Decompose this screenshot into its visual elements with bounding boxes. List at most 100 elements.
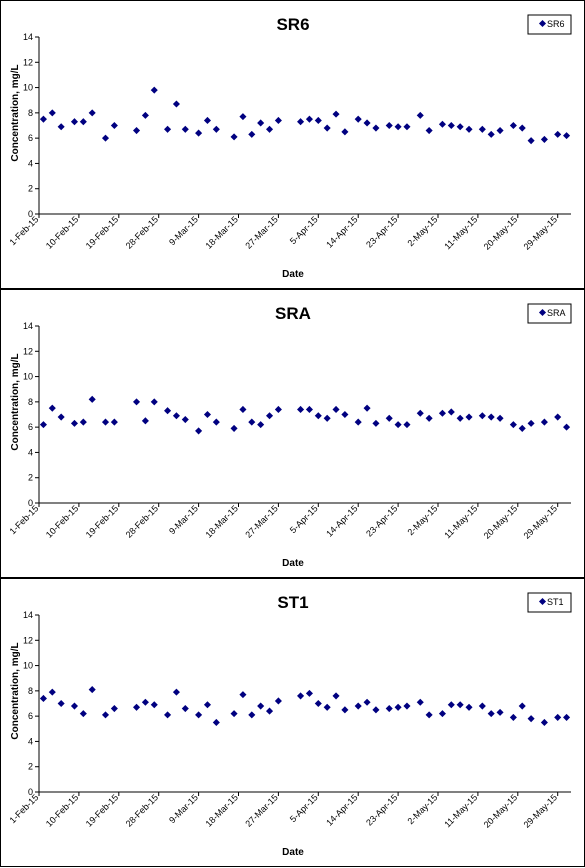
data-point (540, 135, 548, 143)
data-point (39, 421, 47, 429)
x-tick-label: 5-Apr-15 (288, 503, 320, 535)
data-point (385, 705, 393, 713)
data-point (248, 711, 256, 719)
x-tick-label: 2-May-15 (405, 214, 439, 248)
data-point (447, 701, 455, 709)
data-point (305, 689, 313, 697)
data-point (496, 414, 504, 422)
x-tick-label: 11-May-15 (442, 792, 479, 829)
data-point (554, 413, 562, 421)
chart-title: SR6 (276, 15, 309, 34)
chart-panel-sra: SRA Date Concentration, mg/L SRA 0 2 4 6 8 10… (0, 289, 585, 578)
plot-area: 0 2 4 6 8 10 12 14 1-Feb-15 10-Feb-15 19-Feb-15 28-… (8, 321, 571, 541)
data-point (248, 418, 256, 426)
x-tick-label: 11-May-15 (442, 503, 479, 540)
x-tick-label: 19-Feb-15 (84, 792, 120, 828)
data-point (274, 697, 282, 705)
y-tick-label: 4 (28, 158, 33, 168)
data-point (438, 409, 446, 417)
data-point (212, 418, 220, 426)
data-point (141, 111, 149, 119)
data-point (195, 711, 203, 719)
x-axis-label: Date (282, 269, 304, 280)
data-point (195, 427, 203, 435)
data-point (48, 109, 56, 117)
data-point (363, 119, 371, 127)
x-tick-label: 9-Mar-15 (167, 792, 200, 825)
y-tick-label: 0 (28, 787, 33, 797)
y-tick-label: 14 (23, 610, 33, 620)
data-point (181, 705, 189, 713)
data-point (70, 419, 79, 427)
data-point (363, 698, 371, 706)
x-tick-label: 18-Mar-15 (203, 214, 239, 250)
data-point (332, 110, 340, 118)
data-point (478, 412, 486, 420)
chart-title: SRA (275, 304, 311, 323)
data-point (101, 134, 110, 142)
x-tick-label: 27-Mar-15 (243, 792, 279, 828)
data-point (203, 410, 212, 419)
data-point (416, 698, 424, 706)
data-point (527, 419, 535, 427)
legend-box (527, 14, 572, 35)
data-point (332, 405, 340, 413)
x-axis-label: Date (282, 558, 304, 569)
y-tick-label: 2 (28, 184, 33, 194)
data-point (57, 413, 65, 421)
data-point (212, 125, 220, 133)
x-tick-label: 28-Feb-15 (124, 792, 160, 828)
data-point (403, 421, 411, 429)
data-point (48, 404, 56, 412)
data-point (394, 123, 402, 131)
data-point (518, 424, 526, 432)
x-tick-label: 1-Feb-15 (8, 792, 41, 825)
data-point (456, 701, 464, 709)
legend: ST1 (527, 592, 572, 613)
y-tick-label: 8 (28, 686, 33, 696)
data-point (372, 706, 380, 714)
data-point (323, 703, 331, 711)
data-point (465, 125, 473, 133)
x-tick-label: 14-Apr-15 (324, 792, 359, 827)
x-tick-label: 14-Apr-15 (324, 214, 359, 249)
data-point (554, 713, 562, 721)
data-point (239, 405, 247, 413)
data-point (57, 699, 65, 708)
data-point (248, 130, 256, 138)
data-point (354, 115, 362, 123)
data-point (487, 130, 495, 138)
x-tick-label: 23-Apr-15 (364, 214, 399, 249)
data-point (438, 710, 446, 718)
data-point (88, 395, 96, 403)
data-point (447, 121, 455, 130)
y-tick-label: 12 (23, 346, 33, 356)
data-point (563, 423, 571, 431)
data-point (257, 702, 265, 710)
data-point (456, 123, 464, 131)
y-tick-label: 12 (23, 635, 33, 645)
data-point (274, 116, 282, 124)
x-tick-label: 20-May-15 (482, 503, 519, 540)
data-point (456, 414, 464, 422)
x-tick-label: 5-Apr-15 (288, 792, 320, 824)
x-tick-label: 9-Mar-15 (167, 503, 200, 536)
data-point (132, 127, 141, 135)
data-point (563, 713, 571, 721)
data-point (554, 130, 562, 138)
y-axis-label: Concentration, mg/L (10, 642, 21, 739)
data-point (425, 127, 433, 135)
x-tick-label: 20-May-15 (482, 792, 519, 829)
x-tick-label: 18-Mar-15 (203, 503, 239, 539)
legend: SR6 (527, 14, 572, 35)
y-tick-label: 8 (28, 397, 33, 407)
x-tick-label: 5-Apr-15 (288, 214, 320, 246)
data-point (230, 424, 238, 432)
data-point (354, 702, 362, 710)
data-point (509, 713, 517, 721)
data-point (341, 706, 349, 714)
data-point (465, 703, 473, 711)
data-point (314, 412, 322, 420)
x-tick-label: 28-Feb-15 (124, 503, 160, 539)
data-point (48, 688, 56, 696)
